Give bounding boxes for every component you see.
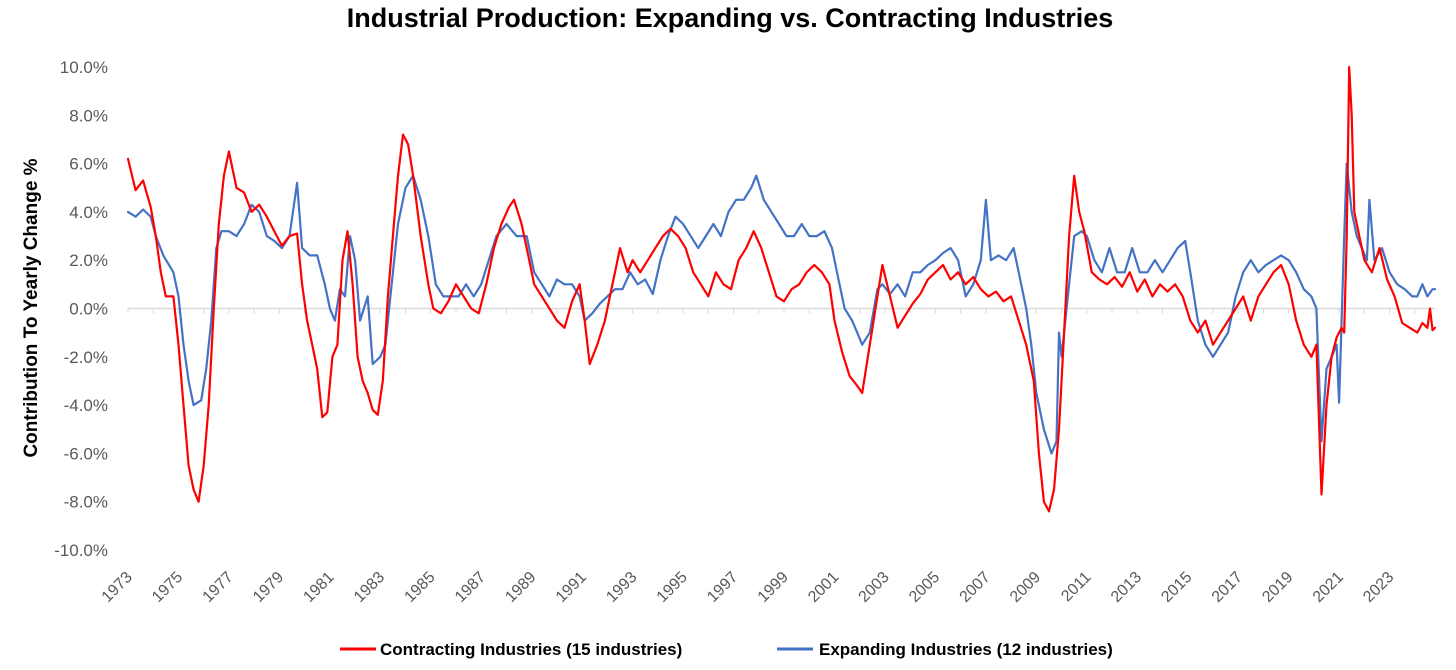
x-tick-label: 1983: [351, 569, 388, 606]
x-tick-label: 2001: [805, 569, 842, 606]
y-tick-label: 10.0%: [60, 58, 108, 77]
x-tick-label: 1975: [149, 569, 186, 606]
x-tick-label: 2017: [1209, 569, 1246, 606]
y-tick-label: 8.0%: [69, 106, 108, 125]
x-tick-label: 1991: [553, 569, 590, 606]
legend-label-contracting: Contracting Industries (15 industries): [380, 640, 682, 659]
x-tick-label: 1973: [99, 569, 136, 606]
x-tick-label: 2015: [1158, 569, 1195, 606]
y-tick-label: 2.0%: [69, 251, 108, 270]
legend: Contracting Industries (15 industries) E…: [340, 640, 1113, 659]
x-tick-label: 2013: [1108, 569, 1145, 606]
x-axis: 1973 1975 1977 1979 1981 1983 1985 1987 1989 1991…: [99, 307, 1435, 606]
x-tick-label: 1987: [452, 569, 489, 606]
x-tick-label: 1999: [755, 569, 792, 606]
x-tick-label: 2011: [1058, 569, 1094, 605]
x-tick-label: 1993: [603, 569, 640, 606]
x-tick-label: 1979: [250, 569, 287, 606]
y-tick-label: -4.0%: [64, 396, 108, 415]
y-tick-label: 0.0%: [69, 300, 108, 319]
y-tick-label: 6.0%: [69, 155, 108, 174]
y-tick-label: 4.0%: [69, 203, 108, 222]
x-tick-label: 2007: [957, 569, 994, 606]
x-tick-label: 2023: [1360, 569, 1397, 606]
y-tick-label: -6.0%: [64, 444, 108, 463]
x-tick-label: 1997: [704, 569, 741, 606]
legend-label-expanding: Expanding Industries (12 industries): [819, 640, 1113, 659]
y-axis: -10.0% -8.0% -6.0% -4.0% -2.0% 0.0% 2.0% 4.0% 6.…: [54, 58, 108, 560]
x-tick-label: 2019: [1259, 569, 1296, 606]
chart-title: Industrial Production: Expanding vs. Con…: [347, 3, 1114, 33]
x-tick-label: 2021: [1310, 569, 1347, 606]
y-tick-label: -10.0%: [54, 541, 108, 560]
x-tick-label: 2005: [906, 569, 943, 606]
series-line-contracting: [126, 65, 1437, 513]
y-tick-label: -8.0%: [64, 493, 108, 512]
x-tick-label: 1989: [502, 569, 539, 606]
x-tick-label: 2003: [856, 569, 893, 606]
x-tick-label: 1977: [200, 569, 237, 606]
plot-area: [126, 65, 1437, 513]
y-axis-label: Contribution To Yearly Change %: [21, 158, 42, 457]
x-tick-label: 1981: [300, 569, 337, 606]
y-tick-label: -2.0%: [64, 348, 108, 367]
x-tick-label: 2009: [1007, 569, 1044, 606]
x-tick-label: 1985: [401, 569, 438, 606]
x-tick-label: 1995: [654, 569, 691, 606]
